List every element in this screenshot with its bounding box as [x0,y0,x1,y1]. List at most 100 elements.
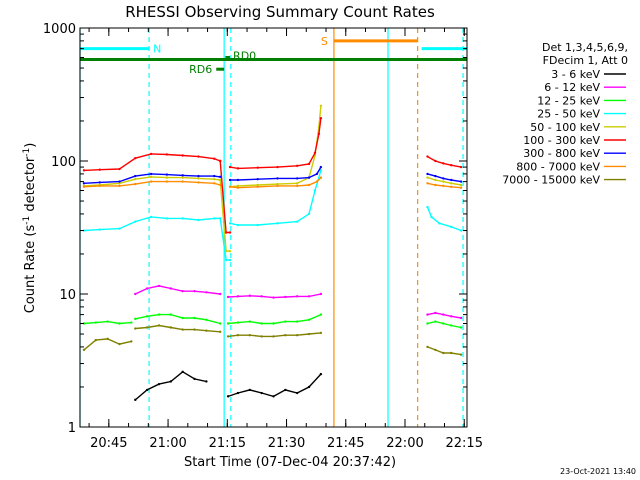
series-7-point [181,180,184,183]
series-2-point [205,318,208,321]
series-3-point [256,223,259,227]
x-tick-label: 22:15 [446,436,483,451]
series-8-point [145,326,149,329]
series-2-point [226,322,230,325]
series-1-point [145,287,149,290]
series-6-point [276,177,279,180]
series-3-point [181,217,184,220]
series-1-point [134,292,137,296]
series-7-point [319,176,323,179]
series-3-point [313,189,317,192]
series-3-point [134,220,137,223]
series-6-segment-1 [230,166,322,181]
y-tick-label: 100 [51,155,76,170]
legend-entry-label: 3 - 6 keV [551,68,600,81]
series-6-point [134,174,137,178]
series-3-point [118,227,121,230]
series-5-point [256,166,259,169]
series-1-point [284,295,287,299]
series-1-point [181,289,184,293]
series-6-point [228,178,232,182]
axis-ticks: 20:45 21:00 21:15 21:30 21:45 22:00 22:15 1 10 10… [43,22,483,451]
series-0-point [157,382,161,386]
series-7-point [256,185,259,188]
series-4-point [295,182,299,185]
series-5-point [197,155,200,158]
series-5-point [313,151,317,155]
series-3-point [165,217,169,220]
series-0-point [193,377,196,381]
series-7-segment-1 [230,177,322,189]
series-1-point [248,294,252,297]
series-1-point [236,295,240,298]
series-2-point [284,320,287,323]
series-4-point [118,182,121,185]
series-7-point [450,185,453,188]
series-6-point [442,177,445,180]
series-8-point [442,351,445,355]
series-0-point [226,395,230,398]
series-3-point [450,225,453,229]
series-0-point [260,391,263,395]
series-2-segment-1 [135,313,221,325]
series-5-point [295,164,299,168]
series-7-point [228,185,232,188]
series-3-point [218,217,222,220]
series-2-point [236,321,240,324]
series-2-point [134,317,137,321]
series-2-point [94,321,97,324]
series-5-point [459,165,463,169]
series-7-point [149,180,153,183]
series-5-point [149,152,153,156]
x-tick-label: 21:15 [209,436,246,451]
series-3-point [438,222,441,225]
series-0-point [181,370,184,374]
series-7-point [165,180,169,183]
series-0-point [272,395,275,398]
series-4-point [218,178,222,182]
x-tick-label: 22:00 [386,436,423,451]
plot-area: S N RD0 RD6 [79,28,467,427]
series-6-point [295,177,299,180]
series-8-point [295,334,299,337]
series-5-point [434,159,437,163]
series-2-point [459,326,463,329]
series-2-point [442,322,445,325]
series-7-point [218,183,222,187]
series-8-point [260,335,263,338]
series-5-segment-3 [427,155,462,168]
series-4-point [459,183,463,187]
series-4-segment-0 [83,176,221,187]
series-7-point [426,182,429,185]
y-axis-label: Count Rate (s-1 detector-1) [22,143,38,314]
series-8-point [130,340,133,343]
series-5-point [276,165,279,169]
series-8-point [434,348,437,352]
series-0-point [248,388,252,392]
series-1-point [295,295,299,298]
series-0-point [307,385,311,389]
series-8-point [248,334,252,337]
x-tick-label: 20:45 [90,436,127,451]
series-0-point [284,388,287,392]
series-2-point [130,321,133,324]
series-7-point [197,181,200,184]
series-6-point [165,173,169,176]
series-5-point [307,162,311,166]
series-4-point [442,180,445,183]
series-3-point [430,215,433,219]
series-7-point [315,180,319,183]
series-2-point [181,316,184,320]
series-3-point [197,218,200,222]
series-3-point [228,258,232,262]
series-5-point [118,167,121,171]
series-8-point [118,342,121,346]
series-4-point [276,182,279,186]
series-6-point [218,175,222,179]
series-4-point [149,175,153,179]
series-6-point [459,180,463,183]
series-2-point [434,320,437,323]
series-2-point [169,313,173,316]
series-1-point [226,295,230,299]
series-7-point [213,182,216,185]
